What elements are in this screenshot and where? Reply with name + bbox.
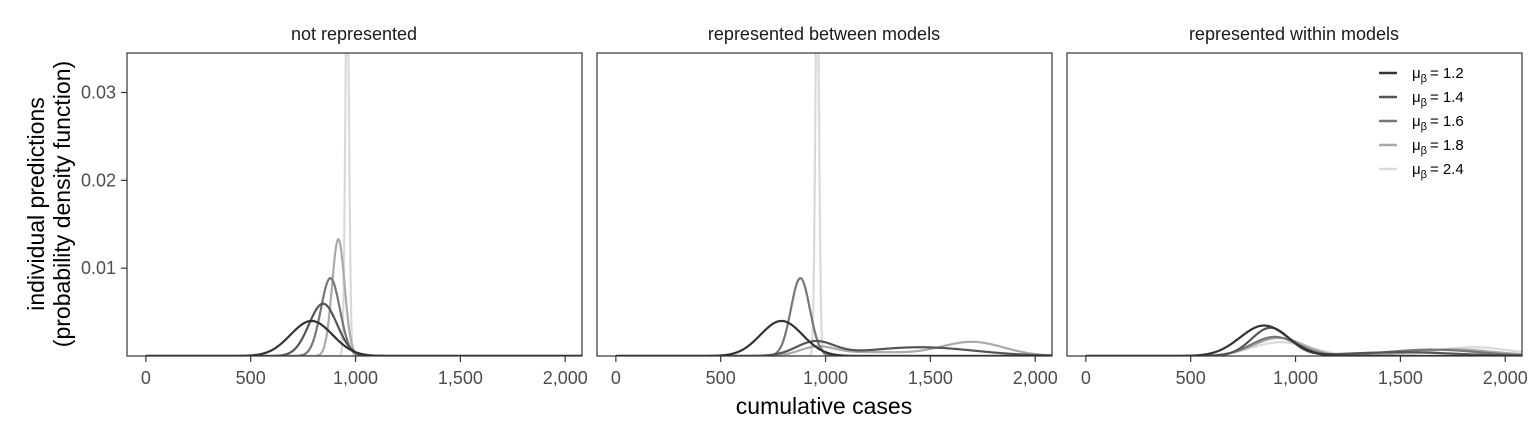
y-axis-title-line-2: (probability density function): [49, 61, 75, 347]
y-tick-label: 0.01: [81, 258, 116, 278]
x-tick-label: 0: [611, 368, 621, 388]
density-line-series-3: [145, 277, 582, 356]
legend-label-1: μβ = 1.2: [1412, 65, 1464, 85]
legend-label-4: μβ = 1.8: [1412, 137, 1464, 157]
x-tick-label: 1,000: [333, 368, 378, 388]
legend-label-3: μβ = 1.6: [1412, 113, 1464, 133]
x-tick-label: 1,000: [803, 368, 848, 388]
legend-label-5: μβ = 2.4: [1412, 161, 1464, 181]
density-line-series-2: [615, 339, 1052, 356]
density-line-series-4: [615, 340, 1052, 356]
y-tick-label: 0.02: [81, 170, 116, 190]
x-tick-label: 500: [706, 368, 736, 388]
x-tick-label: 0: [141, 368, 151, 388]
legend-background: [1374, 56, 1480, 178]
x-tick-label: 2,000: [543, 368, 588, 388]
y-axis: 0.01 0.02 0.03: [81, 83, 127, 278]
density-line-series-1: [615, 319, 1052, 356]
x-tick-label: 500: [236, 368, 266, 388]
x-tick-label: 2,000: [1483, 368, 1528, 388]
x-tick-label: 1,500: [438, 368, 483, 388]
panel-frame: [596, 52, 1053, 357]
y-axis-title-line-1: individual predictions: [23, 97, 49, 311]
x-axis-title: cumulative cases: [736, 393, 912, 419]
panel-frame: [126, 52, 583, 357]
panel-title-represented-between-models: represented between models: [708, 24, 940, 44]
panel-title-not-represented: not represented: [291, 24, 417, 44]
density-line-series-4: [145, 237, 582, 356]
density-line-series-1: [145, 319, 582, 356]
density-line-series-2: [145, 302, 582, 356]
x-tick-label: 2,000: [1013, 368, 1058, 388]
panel-represented-within-models: [1085, 324, 1522, 356]
density-line-series-2: [1085, 326, 1522, 356]
x-axes: 0 500 1,000 1,500 2,000 0 500 1,000 1,500 2,000 0 5…: [141, 356, 1528, 388]
x-tick-label: 500: [1176, 368, 1206, 388]
legend: μβ = 1.2 μβ = 1.4 μβ = 1.6 μβ = 1.8 μβ = 2.4: [1374, 56, 1480, 181]
x-tick-label: 1,000: [1273, 368, 1318, 388]
panel-frame: [1066, 52, 1523, 357]
density-line-series-1: [1085, 324, 1522, 356]
panel-title-represented-within-models: represented within models: [1189, 24, 1399, 44]
x-tick-label: 0: [1081, 368, 1091, 388]
legend-label-2: μβ = 1.4: [1412, 89, 1464, 109]
x-tick-label: 1,500: [908, 368, 953, 388]
y-tick-label: 0.03: [81, 83, 116, 103]
x-tick-label: 1,500: [1378, 368, 1423, 388]
